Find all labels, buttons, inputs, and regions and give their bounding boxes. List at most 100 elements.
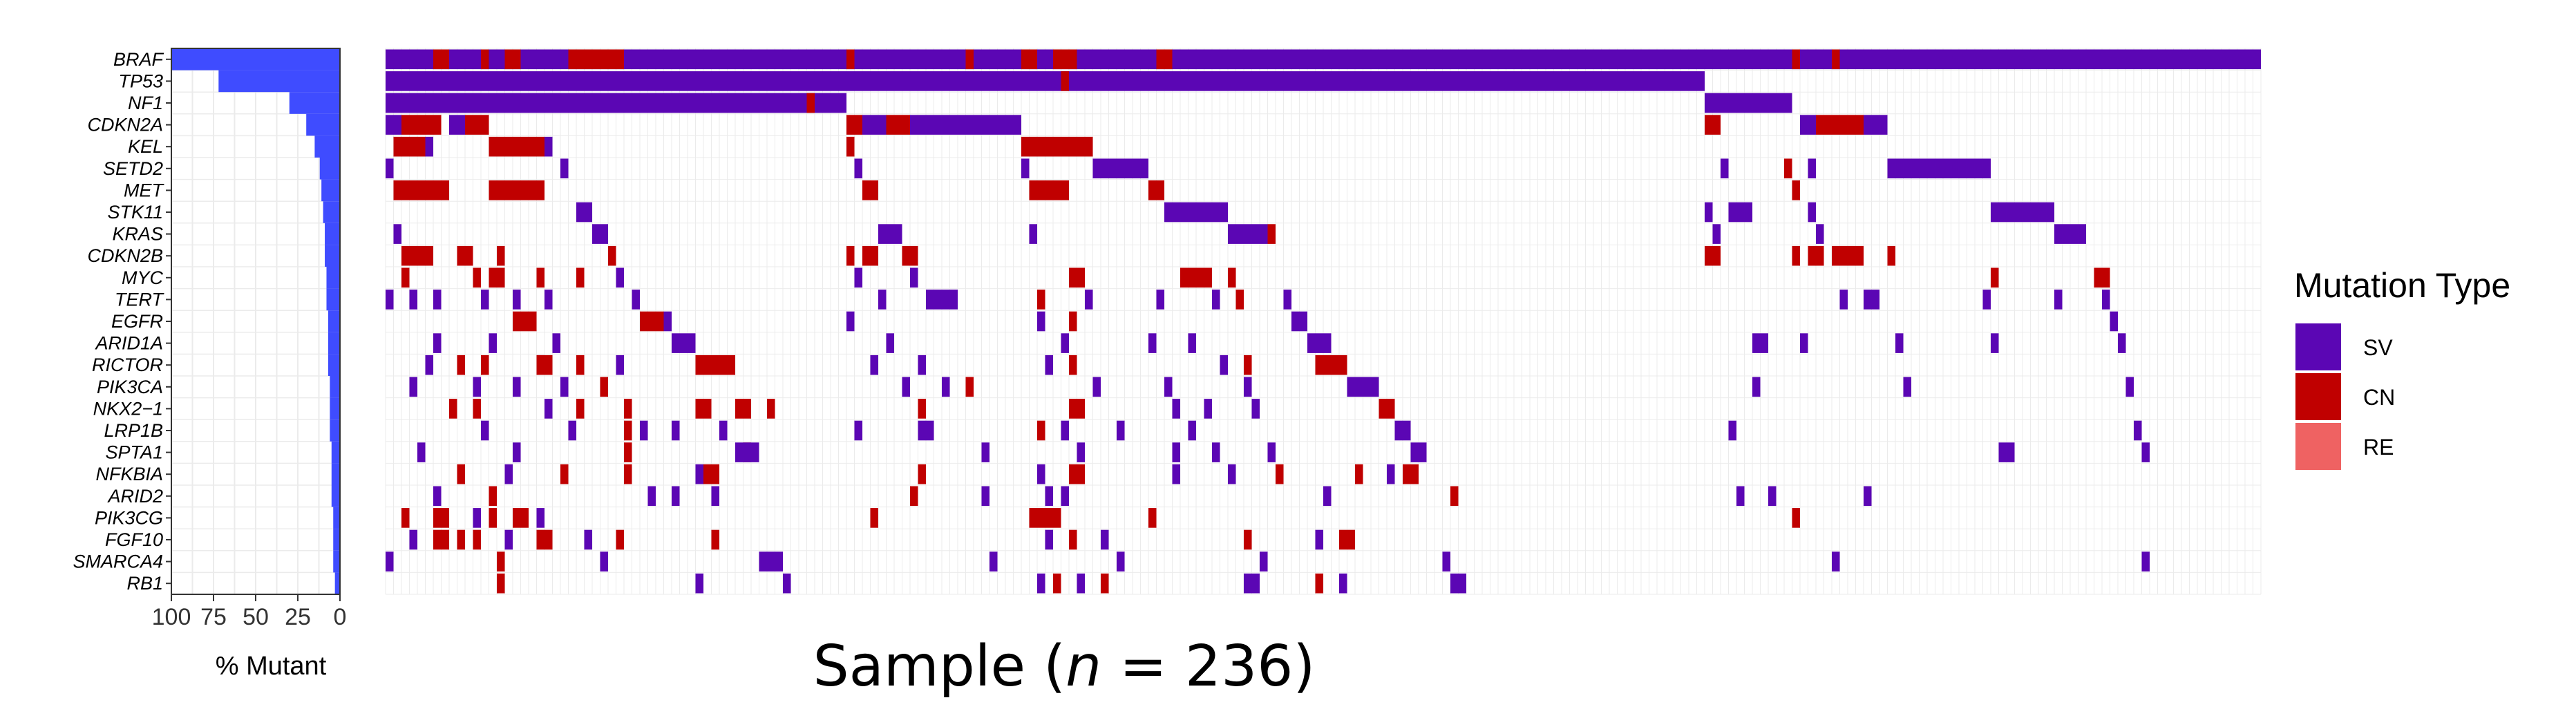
mutation-tile-sv	[2102, 290, 2110, 310]
mutation-tile-cn	[1315, 573, 1323, 594]
mutation-tile-sv	[1864, 486, 1872, 507]
gene-label: BRAF	[113, 49, 164, 70]
mutation-tile-sv	[1442, 551, 1450, 572]
gene-label: CDKN2B	[87, 245, 163, 266]
mutation-tile-sv	[1721, 158, 1729, 179]
mutation-tile-sv	[386, 551, 394, 572]
mutation-tile-sv	[1228, 464, 1236, 484]
percent-mutant-bar	[328, 332, 340, 355]
mutation-tile-sv	[2118, 333, 2126, 353]
mutation-tile-sv	[1394, 420, 1411, 441]
gene-label: PIK3CG	[95, 507, 163, 528]
mutation-tile-cn	[695, 399, 712, 419]
gene-label: MET	[124, 180, 165, 200]
bar-axis-tick-label: 75	[200, 604, 227, 630]
mutation-tile-sv	[616, 355, 624, 375]
mutation-tile-cn	[846, 49, 855, 70]
mutation-tile-cn	[1029, 180, 1069, 200]
mutation-tile-sv	[910, 267, 918, 288]
mutation-tile-sv	[433, 486, 442, 507]
mutation-tile-sv	[1705, 202, 1713, 223]
gene-label: EGFR	[111, 311, 163, 332]
mutation-tile-cn	[2094, 267, 2110, 288]
mutation-tile-sv	[1164, 202, 1228, 223]
oncoprint-heatmap-panel	[385, 48, 2262, 595]
mutation-tile-sv	[1172, 442, 1180, 462]
mutation-tile-sv	[409, 529, 417, 550]
mutation-tile-cn	[1808, 245, 1824, 266]
mutation-tile-cn	[513, 508, 529, 528]
gene-label: FGF10	[105, 529, 163, 550]
mutation-tile-sv	[560, 377, 569, 397]
mutation-tile-sv	[1728, 202, 1752, 223]
mutation-tile-sv	[513, 290, 521, 310]
mutation-tile-sv	[1832, 551, 1840, 572]
mutation-tile-sv	[544, 290, 553, 310]
mutation-tile-sv	[417, 442, 426, 462]
mutation-tile-sv	[735, 442, 759, 462]
mutation-tile-sv	[1864, 115, 1888, 135]
mutation-tile-cn	[497, 551, 505, 572]
mutation-tile-sv	[711, 486, 719, 507]
mutation-tile-cn	[433, 529, 449, 550]
mutation-tile-sv	[1323, 486, 1332, 507]
mutation-tile-cn	[1315, 355, 1332, 375]
mutation-tile-cn	[1069, 267, 1085, 288]
mutation-tile-sv	[1251, 399, 1260, 419]
mutation-tile-cn	[1180, 267, 1212, 288]
mutation-tile-cn	[393, 136, 426, 157]
gene-label: LRP1B	[104, 420, 163, 441]
mutation-tile-cn	[846, 136, 855, 157]
mutation-tile-cn	[703, 464, 719, 484]
percent-mutant-bar	[171, 48, 340, 70]
mutation-tile-sv	[2141, 551, 2150, 572]
gene-label: PIK3CA	[97, 377, 163, 397]
mutation-tile-sv	[1148, 333, 1157, 353]
mutation-tile-sv	[513, 442, 521, 462]
mutation-tile-cn	[1069, 355, 1077, 375]
mutation-tile-cn	[1792, 49, 1800, 70]
mutation-tile-sv	[1728, 420, 1736, 441]
legend-title: Mutation Type	[2294, 266, 2510, 305]
mutation-tile-sv	[1212, 442, 1220, 462]
mutation-tile-sv	[981, 442, 989, 462]
mutation-tile-sv	[672, 486, 680, 507]
percent-mutant-bar	[326, 267, 340, 289]
mutation-tile-cn	[457, 529, 465, 550]
mutation-tile-cn	[624, 442, 632, 462]
mutation-tile-cn	[965, 377, 974, 397]
mutation-tile-sv	[386, 93, 846, 113]
gene-label: NFKBIA	[95, 464, 163, 484]
percent-mutant-bar	[323, 201, 340, 223]
mutation-tile-cn	[1784, 158, 1792, 179]
percent-mutant-bar	[330, 397, 340, 420]
gene-label: SPTA1	[105, 442, 163, 463]
mutation-tile-sv	[552, 333, 560, 353]
mutation-tile-cn	[1235, 290, 1244, 310]
gene-label: ARID2	[106, 486, 163, 507]
mutation-tile-cn	[1148, 508, 1157, 528]
mutation-tile-cn	[870, 508, 878, 528]
mutation-tile-cn	[536, 529, 553, 550]
mutation-tile-cn	[1991, 267, 1999, 288]
mutation-tile-cn	[616, 529, 624, 550]
mutation-tile-cn	[918, 464, 926, 484]
mutation-tile-cn	[624, 420, 632, 441]
legend-swatch-sv	[2295, 323, 2341, 370]
mutation-tile-cn	[576, 399, 585, 419]
mutation-tile-sv	[1164, 377, 1173, 397]
mutation-tile-cn	[735, 399, 751, 419]
mutation-tile-sv	[1410, 442, 1427, 462]
percent-mutant-bar	[325, 223, 340, 245]
mutation-tile-cn	[910, 486, 918, 507]
mutation-tile-cn	[767, 399, 775, 419]
mutation-tile-cn	[1355, 464, 1363, 484]
mutation-tile-sv	[1800, 333, 1808, 353]
mutation-tile-cn	[902, 245, 918, 266]
mutation-tile-sv	[504, 464, 513, 484]
mutation-tile-cn	[457, 245, 473, 266]
mutation-tile-sv	[1291, 311, 1307, 332]
mutation-tile-cn	[481, 355, 489, 375]
mutation-tile-cn	[473, 529, 481, 550]
